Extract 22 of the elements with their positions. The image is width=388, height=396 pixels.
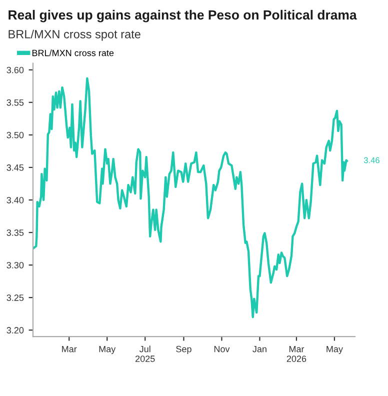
line-series xyxy=(32,77,348,318)
y-tick-label: 3.60 xyxy=(6,66,24,74)
x-tick-label: May xyxy=(99,346,116,354)
y-tick-label: 3.30 xyxy=(6,262,24,268)
y-tick-label: 3.20 xyxy=(6,327,24,334)
x-tick-label: Jul 2025 xyxy=(136,346,155,362)
y-tick-label: 3.35 xyxy=(6,229,24,236)
y-tick-label: 3.25 xyxy=(6,294,24,301)
x-tick-label: Mar 2026 xyxy=(286,346,306,362)
y-tick-label: 3.55 xyxy=(6,99,24,106)
chart-subtitle: BRL/MXN cross spot rate xyxy=(8,30,140,41)
annotation: 3.46 xyxy=(364,157,380,164)
x-tick-label: Jan xyxy=(252,346,266,352)
y-tick-label: 3.45 xyxy=(6,164,24,171)
chart-title: Real gives up gains against the Peso on Political drama xyxy=(8,10,357,22)
legend-label: BRL/MXN cross rate xyxy=(32,50,114,56)
y-tick-label: 3.40 xyxy=(6,196,24,204)
x-tick-label: Sep xyxy=(176,346,192,354)
x-tick-label: Mar xyxy=(62,346,77,352)
x-tick-label: Nov xyxy=(214,346,230,352)
x-tick-label: May xyxy=(326,346,343,354)
y-tick-label: 3.50 xyxy=(6,132,24,138)
